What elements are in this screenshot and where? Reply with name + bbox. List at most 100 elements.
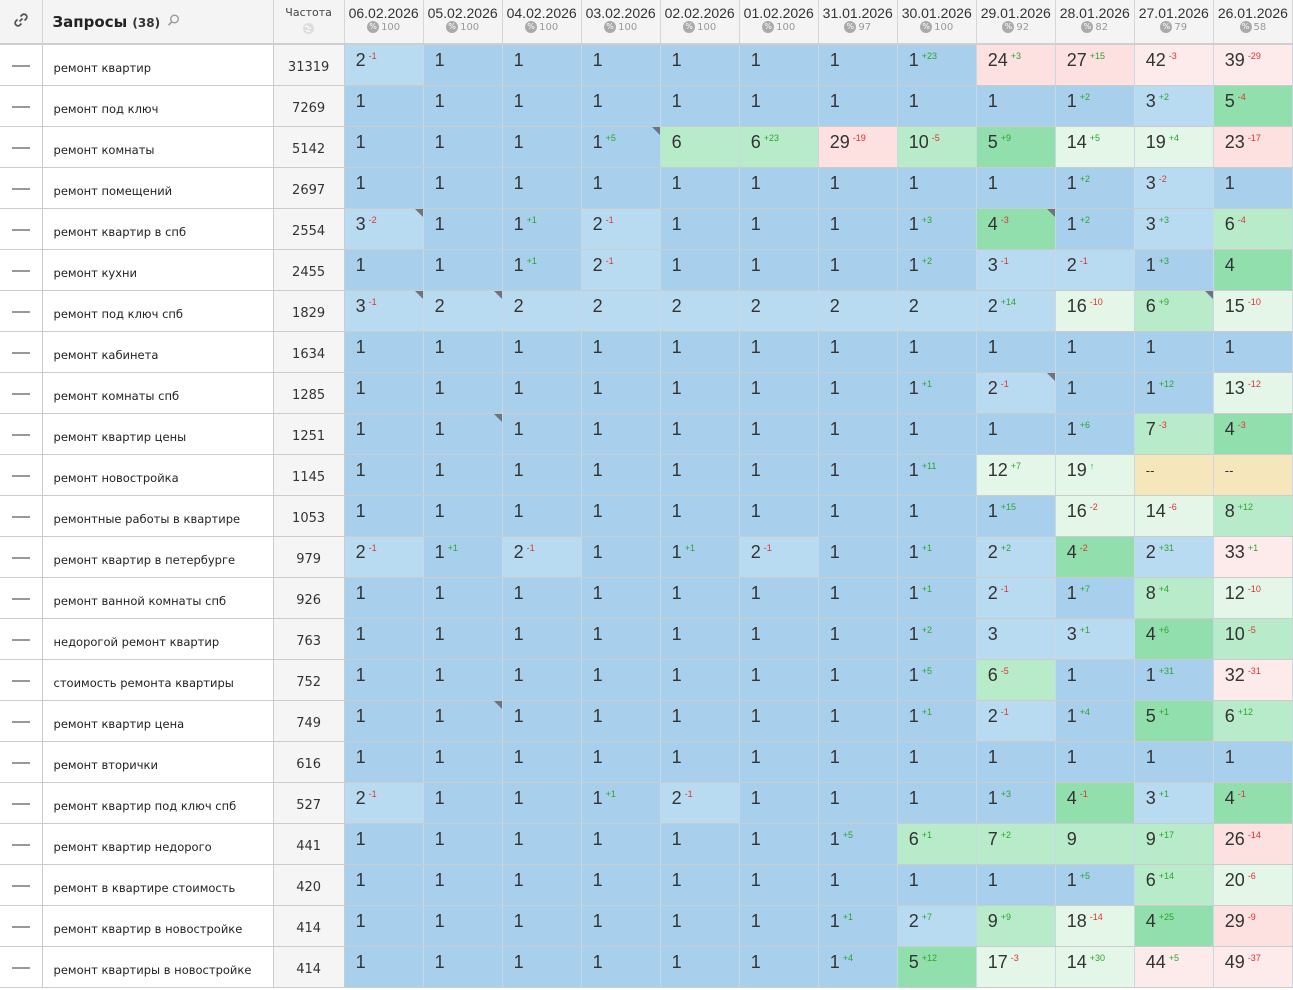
- position-cell[interactable]: 23 -17: [1212, 126, 1293, 168]
- position-cell[interactable]: 1: [580, 454, 661, 496]
- position-cell[interactable]: 1: [659, 85, 740, 127]
- position-cell[interactable]: 14 +5: [1054, 126, 1135, 168]
- position-cell[interactable]: 1: [896, 495, 977, 537]
- position-cell[interactable]: 1: [896, 413, 977, 455]
- position-cell[interactable]: 1: [343, 946, 424, 988]
- position-cell[interactable]: 14 -6: [1133, 495, 1214, 537]
- position-cell[interactable]: 1: [580, 167, 661, 209]
- position-cell[interactable]: 3 +2: [1133, 85, 1214, 127]
- position-cell[interactable]: 2 -1: [738, 536, 819, 578]
- position-cell[interactable]: 3 -1: [343, 290, 424, 332]
- position-cell[interactable]: 1 +3: [1133, 249, 1214, 291]
- position-cell[interactable]: 1 +11: [896, 454, 977, 496]
- position-cell[interactable]: 1: [501, 44, 582, 86]
- position-cell[interactable]: 1: [501, 413, 582, 455]
- position-cell[interactable]: 1: [738, 454, 819, 496]
- position-cell[interactable]: 1 +2: [896, 618, 977, 660]
- position-cell[interactable]: 4 -3: [975, 208, 1056, 250]
- position-cell[interactable]: 1: [343, 823, 424, 865]
- position-cell[interactable]: 1: [501, 372, 582, 414]
- query-cell[interactable]: ремонтные работы в квартире: [42, 495, 274, 537]
- position-cell[interactable]: 1: [659, 823, 740, 865]
- row-handle[interactable]: [0, 126, 43, 168]
- position-cell[interactable]: 19 +4: [1133, 126, 1214, 168]
- position-cell[interactable]: 1: [580, 372, 661, 414]
- row-handle[interactable]: [0, 495, 43, 537]
- position-cell[interactable]: 5 +12: [896, 946, 977, 988]
- position-cell[interactable]: 1: [501, 126, 582, 168]
- position-cell[interactable]: 10 -5: [896, 126, 977, 168]
- position-cell[interactable]: 2 -1: [343, 782, 424, 824]
- position-cell[interactable]: 1: [422, 946, 503, 988]
- position-cell[interactable]: 1: [343, 741, 424, 783]
- position-cell[interactable]: 3 -2: [1133, 167, 1214, 209]
- position-cell[interactable]: 1 +1: [896, 700, 977, 742]
- position-cell[interactable]: 1: [580, 331, 661, 373]
- position-cell[interactable]: 1: [501, 905, 582, 947]
- position-cell[interactable]: 2 -1: [501, 536, 582, 578]
- position-cell[interactable]: 1: [422, 167, 503, 209]
- position-cell[interactable]: 1 +1: [896, 577, 977, 619]
- position-cell[interactable]: 1: [659, 495, 740, 537]
- position-cell[interactable]: 6: [659, 126, 740, 168]
- position-cell[interactable]: 1: [659, 331, 740, 373]
- position-cell[interactable]: 1: [422, 700, 503, 742]
- position-cell[interactable]: 1: [817, 782, 898, 824]
- position-cell[interactable]: 1: [422, 249, 503, 291]
- position-cell[interactable]: 2 +2: [975, 536, 1056, 578]
- position-cell[interactable]: 3 +3: [1133, 208, 1214, 250]
- position-cell[interactable]: 1: [738, 495, 819, 537]
- query-cell[interactable]: ремонт под ключ: [42, 85, 274, 127]
- position-cell[interactable]: 1: [738, 167, 819, 209]
- row-handle[interactable]: [0, 454, 43, 496]
- position-cell[interactable]: 1: [343, 495, 424, 537]
- position-cell[interactable]: 1: [738, 249, 819, 291]
- query-cell[interactable]: ремонт вторички: [42, 741, 274, 783]
- position-cell[interactable]: 2 +7: [896, 905, 977, 947]
- position-cell[interactable]: 2 +31: [1133, 536, 1214, 578]
- position-cell[interactable]: 1: [975, 331, 1056, 373]
- position-cell[interactable]: 1 +5: [1054, 864, 1135, 906]
- position-cell[interactable]: 1: [422, 126, 503, 168]
- dash-icon[interactable]: [11, 761, 30, 764]
- position-cell[interactable]: 2: [422, 290, 503, 332]
- position-cell[interactable]: 6 +14: [1133, 864, 1214, 906]
- position-cell[interactable]: 1: [343, 85, 424, 127]
- row-handle[interactable]: [0, 700, 43, 742]
- query-cell[interactable]: ремонт помещений: [42, 167, 274, 209]
- dash-icon[interactable]: [11, 515, 30, 518]
- row-handle[interactable]: [0, 536, 43, 578]
- row-handle[interactable]: [0, 864, 43, 906]
- position-cell[interactable]: 2 -1: [975, 372, 1056, 414]
- position-cell[interactable]: 2: [580, 290, 661, 332]
- position-cell[interactable]: 1: [817, 495, 898, 537]
- position-cell[interactable]: 1: [896, 741, 977, 783]
- position-cell[interactable]: 1: [422, 372, 503, 414]
- position-cell[interactable]: 4 -2: [1054, 536, 1135, 578]
- dash-icon[interactable]: [11, 966, 30, 969]
- position-cell[interactable]: 6 +1: [896, 823, 977, 865]
- query-cell[interactable]: ремонт квартир цена: [42, 700, 274, 742]
- position-cell[interactable]: 27 +15: [1054, 44, 1135, 86]
- position-cell[interactable]: 1 +5: [817, 823, 898, 865]
- position-cell[interactable]: 6 -4: [1212, 208, 1293, 250]
- position-cell[interactable]: 32 -31: [1212, 659, 1293, 701]
- query-cell[interactable]: ремонт в квартире стоимость: [42, 864, 274, 906]
- position-cell[interactable]: 1: [343, 618, 424, 660]
- position-cell[interactable]: 1: [422, 905, 503, 947]
- position-cell[interactable]: 1: [343, 126, 424, 168]
- date-column-header[interactable]: 02.02.2026% 100: [659, 0, 740, 45]
- dash-icon[interactable]: [11, 310, 30, 313]
- position-cell[interactable]: 1: [738, 782, 819, 824]
- position-cell[interactable]: 1: [817, 85, 898, 127]
- query-cell[interactable]: ремонт комнаты спб: [42, 372, 274, 414]
- position-cell[interactable]: 1: [738, 85, 819, 127]
- position-cell[interactable]: 1: [1054, 659, 1135, 701]
- position-cell[interactable]: 20 -6: [1212, 864, 1293, 906]
- position-cell[interactable]: 4 +25: [1133, 905, 1214, 947]
- position-cell[interactable]: 1: [422, 577, 503, 619]
- position-cell[interactable]: 1: [659, 905, 740, 947]
- position-cell[interactable]: 1: [580, 44, 661, 86]
- position-cell[interactable]: 9 +17: [1133, 823, 1214, 865]
- query-cell[interactable]: ремонт квартир в петербурге: [42, 536, 274, 578]
